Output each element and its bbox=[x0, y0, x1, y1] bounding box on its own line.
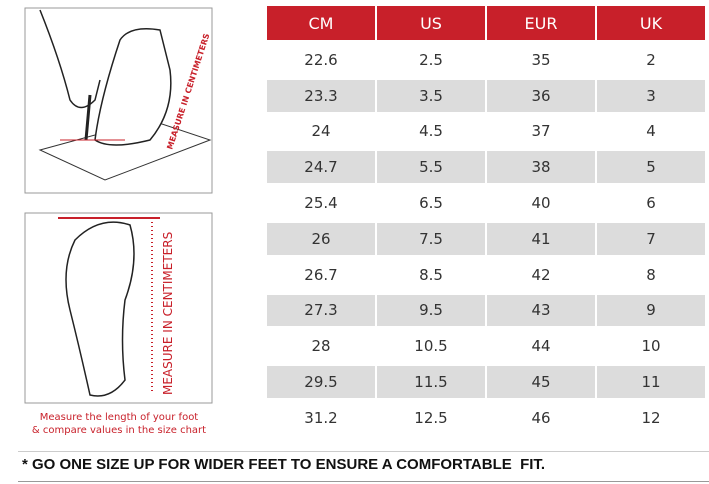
pencil bbox=[84, 94, 92, 141]
table-cell: 28 bbox=[311, 337, 331, 356]
table-cell: 7.5 bbox=[377, 223, 485, 255]
measure-label: MEASURE IN CENTIMETERS bbox=[161, 232, 175, 395]
table-cell: 9 bbox=[597, 294, 705, 327]
table-cell: 4 bbox=[646, 122, 656, 141]
table-cell: 11.5 bbox=[377, 366, 485, 398]
table-cell: 2 bbox=[646, 50, 656, 69]
table-cell: 8.5 bbox=[419, 265, 443, 284]
table-cell: 46 bbox=[531, 408, 551, 427]
table-cell: 25.4 bbox=[304, 194, 338, 213]
foot-outline bbox=[65, 221, 135, 397]
illustration-frame bbox=[24, 212, 213, 404]
header-cell: CM bbox=[267, 6, 375, 40]
table-cell: 6 bbox=[646, 194, 656, 213]
table-cell: 43 bbox=[487, 294, 595, 327]
hand-drawing bbox=[39, 9, 101, 109]
footer-note: * GO ONE SIZE UP FOR WIDER FEET TO ENSUR… bbox=[22, 456, 546, 473]
caption: Measure the length of your foot bbox=[39, 412, 199, 423]
table-cell: 40 bbox=[531, 194, 551, 213]
table-cell: 10.5 bbox=[414, 337, 448, 356]
table-cell: 42 bbox=[531, 265, 551, 284]
table-cell: 38 bbox=[487, 151, 595, 184]
table-cell: 24 bbox=[311, 122, 331, 141]
table-cell: 12.5 bbox=[414, 408, 448, 427]
header-cell: UK bbox=[597, 6, 705, 40]
table-cell: 37 bbox=[531, 122, 551, 141]
table-cell: 7 bbox=[597, 223, 705, 255]
table-cell: 3.5 bbox=[377, 79, 485, 112]
table-cell: 27.3 bbox=[267, 294, 375, 327]
table-cell: 6.5 bbox=[419, 194, 443, 213]
measure-illustration: MEASURE IN CENTIMETERS MEASURE IN CENTIM… bbox=[24, 7, 213, 404]
table-cell: 45 bbox=[487, 366, 595, 398]
header-cell: US bbox=[377, 6, 485, 40]
illustration-frame bbox=[24, 7, 213, 194]
table-cell: 41 bbox=[487, 223, 595, 255]
table-cell: 2.5 bbox=[419, 50, 443, 69]
table-cell: 23.3 bbox=[267, 79, 375, 112]
table-cell: 5.5 bbox=[377, 151, 485, 184]
table-cell: 44 bbox=[531, 337, 551, 356]
table-cell: 9.5 bbox=[377, 294, 485, 327]
table-cell: 31.2 bbox=[304, 408, 338, 427]
table-cell: 4.5 bbox=[419, 122, 443, 141]
table-cell: 11 bbox=[597, 366, 705, 398]
table-cell: 22.6 bbox=[304, 50, 338, 69]
table-cell: 3 bbox=[597, 79, 705, 112]
caption: & compare values in the size chart bbox=[31, 425, 207, 436]
table-cell: 24.7 bbox=[267, 151, 375, 184]
table-cell: 29.5 bbox=[267, 366, 375, 398]
table-cell: 35 bbox=[531, 50, 551, 69]
table-cell: 10 bbox=[641, 337, 661, 356]
table-cell: 5 bbox=[597, 151, 705, 184]
table-cell: 36 bbox=[487, 79, 595, 112]
foot-drawing bbox=[94, 28, 172, 146]
divider bbox=[18, 451, 709, 452]
header-cell: EUR bbox=[487, 6, 595, 40]
table-cell: 26.7 bbox=[304, 265, 338, 284]
table-cell: 26 bbox=[267, 223, 375, 255]
table-cell: 12 bbox=[641, 408, 661, 427]
table-cell: 8 bbox=[646, 265, 656, 284]
divider bbox=[18, 481, 709, 482]
